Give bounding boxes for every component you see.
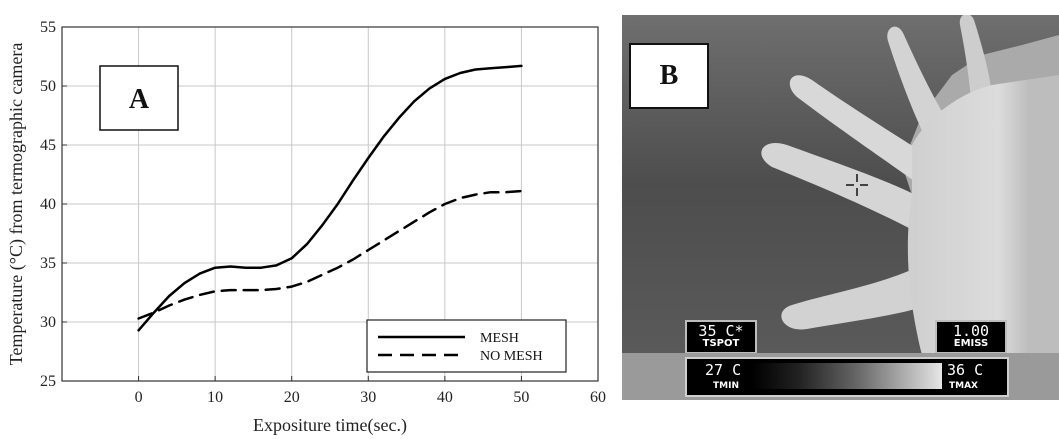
- temperature-chart: 0 10 20 30 40 50 60 25 30 35 40 45 50 55 Temperature …: [6, 19, 606, 436]
- panel-b-label: B: [659, 60, 679, 91]
- panel-b-label-box: B: [629, 43, 709, 109]
- legend-label-no-mesh: NO MESH: [480, 349, 543, 364]
- tmax-label: TMAX: [949, 381, 978, 391]
- tspot-label: TSPOT: [702, 338, 740, 349]
- legend-label-mesh: MESH: [480, 331, 519, 346]
- y-tick-label: 25: [40, 373, 56, 390]
- axis-ticks: 0 10 20 30 40 50 60 25 30 35 40 45 50 55: [40, 19, 606, 406]
- x-tick-label: 20: [284, 389, 300, 406]
- x-tick-label: 60: [590, 389, 606, 406]
- y-axis-title: Temperature (°C) from termographic camer…: [6, 43, 27, 366]
- legend: MESH NO MESH: [366, 319, 567, 373]
- y-tick-label: 35: [40, 255, 56, 272]
- series-line-no-mesh: [137, 189, 523, 320]
- x-axis-title: Expositure time(sec.): [253, 415, 407, 436]
- emiss-value: 1.00: [952, 322, 990, 340]
- x-tick-label: 0: [135, 389, 143, 406]
- panel-a-label-box: A: [99, 65, 179, 131]
- tspot-value: 35 C*: [698, 322, 744, 340]
- panel-a-label: A: [129, 84, 150, 115]
- x-tick-label: 40: [437, 389, 453, 406]
- data-series: [137, 64, 523, 332]
- emissivity-readout: 1.00 EMISS: [935, 320, 1007, 354]
- tmin-value: 27 C: [705, 361, 742, 379]
- temperature-scale-bar: 27 C TMIN 36 C TMAX: [685, 357, 1009, 397]
- x-tick-label: 30: [360, 389, 376, 406]
- x-tick-label: 50: [513, 389, 529, 406]
- thermal-hand-image: [622, 15, 1059, 355]
- x-tick-label: 10: [207, 389, 223, 406]
- y-tick-label: 40: [40, 196, 56, 213]
- thermal-image-panel: B 35 C* TSPOT 1.00 EMISS 27 C TMIN 36 C …: [622, 15, 1059, 400]
- tmin-label: TMIN: [713, 381, 739, 391]
- crosshair-icon: [846, 174, 868, 196]
- emiss-label: EMISS: [953, 338, 989, 349]
- y-tick-label: 50: [40, 78, 56, 95]
- tmax-value: 36 C: [947, 361, 984, 379]
- y-tick-label: 30: [40, 314, 56, 331]
- series-line-mesh: [137, 64, 523, 332]
- tspot-readout: 35 C* TSPOT: [685, 320, 757, 354]
- temperature-gradient: [752, 363, 942, 389]
- y-tick-label: 45: [40, 137, 56, 154]
- y-tick-label: 55: [40, 19, 56, 36]
